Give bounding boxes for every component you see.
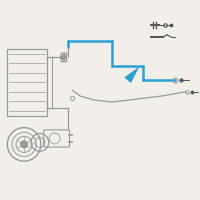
Circle shape — [20, 141, 28, 148]
Bar — [7, 49, 47, 116]
Polygon shape — [124, 66, 139, 83]
